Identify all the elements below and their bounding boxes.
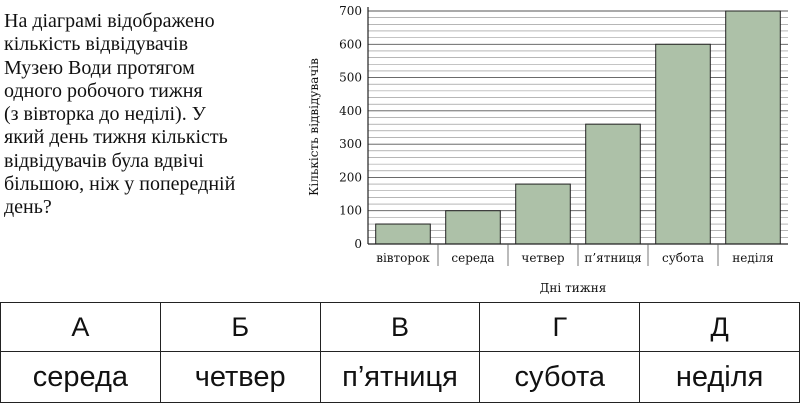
answer-table: А Б В Г Д середа четвер п’ятниця субота …: [0, 302, 800, 403]
answer-option: середа: [0, 351, 161, 403]
bar: [445, 210, 501, 245]
bar: [375, 223, 431, 245]
y-tick-label: 300: [339, 137, 362, 151]
y-tick-label: 600: [339, 37, 362, 51]
visitors-bar-chart: 0 100 200 300 400 500 600 700 вівторок середа четв…: [307, 4, 788, 295]
axes: [367, 7, 788, 245]
answer-letters-row: А Б В Г Д: [0, 302, 800, 352]
gridlines: [368, 10, 788, 245]
tick-labels: 0 100 200 300 400 500 600 700 вівторок середа четв…: [339, 4, 774, 266]
answer-letter: В: [319, 302, 481, 352]
answer-letter: Г: [479, 302, 641, 352]
answer-option: четвер: [159, 351, 321, 403]
bar: [585, 123, 641, 245]
answer-option: субота: [479, 351, 641, 403]
x-tick-label: неділя: [732, 251, 774, 265]
answer-option: п’ятниця: [319, 351, 481, 403]
x-tick-label: субота: [662, 251, 704, 265]
y-tick-label: 200: [339, 170, 362, 184]
answer-options-row: середа четвер п’ятниця субота неділя: [0, 351, 800, 403]
x-axis-label: Дні тижня: [540, 281, 607, 295]
bar: [725, 10, 781, 245]
answer-letter: А: [0, 302, 161, 352]
question-text: На діаграмі відображено кількість відвід…: [4, 10, 236, 219]
y-axis-label: Кількість відвідувачів: [307, 58, 321, 196]
y-tick-label: 700: [339, 4, 362, 18]
bar: [515, 183, 571, 245]
y-tick-label: 100: [339, 204, 362, 218]
y-tick-label: 400: [339, 104, 362, 118]
y-tick-label: 500: [339, 71, 362, 85]
answer-letter: Б: [159, 302, 321, 352]
bars: [375, 10, 781, 245]
answer-letter: Д: [639, 302, 800, 352]
answer-option: неділя: [639, 351, 800, 403]
x-tick-label: середа: [451, 251, 494, 265]
x-tick-label: вівторок: [376, 251, 430, 265]
x-tick-label: п’ятниця: [584, 251, 641, 265]
y-tick-label: 0: [354, 237, 362, 251]
x-tick-label: четвер: [521, 251, 565, 265]
bar: [655, 43, 711, 245]
